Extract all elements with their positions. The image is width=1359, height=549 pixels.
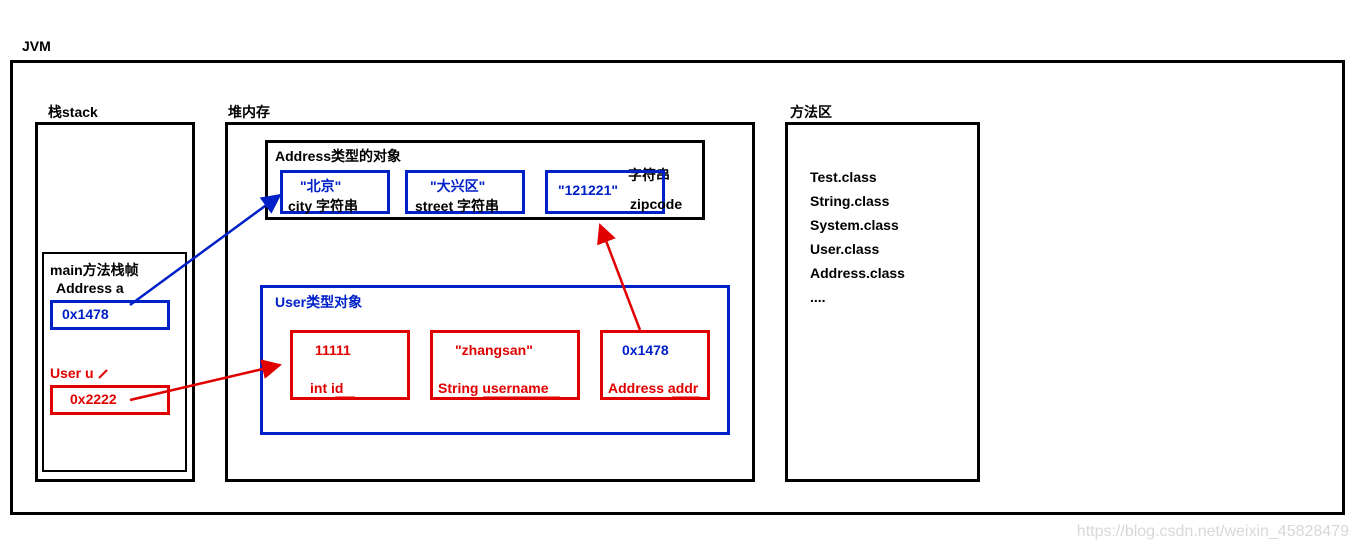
heap-label: 堆内存 xyxy=(228,102,270,122)
var-a-value: 0x1478 xyxy=(62,306,109,322)
user-addr-field: Address addr xyxy=(608,380,698,396)
user-addr-value: 0x1478 xyxy=(622,342,669,358)
stack-label: 栈stack xyxy=(48,102,98,122)
user-name-value: "zhangsan" xyxy=(455,342,533,358)
var-u-value: 0x2222 xyxy=(70,391,117,407)
address-street-value: "大兴区" xyxy=(430,176,485,196)
address-street-field: street 字符串 xyxy=(415,196,499,216)
address-zip-value: "121221" xyxy=(558,182,618,198)
watermark: https://blog.csdn.net/weixin_45828479 xyxy=(1077,523,1349,541)
class-item: Test.class xyxy=(810,165,905,189)
class-item: String.class xyxy=(810,189,905,213)
user-id-box xyxy=(290,330,410,400)
address-obj-title: Address类型的对象 xyxy=(275,146,401,166)
jvm-title: JVM xyxy=(22,38,51,54)
var-a-decl: Address a xyxy=(56,280,124,296)
address-city-value: "北京" xyxy=(300,176,341,196)
stack-frame-label: main方法栈帧 xyxy=(50,260,139,280)
address-city-field: city 字符串 xyxy=(288,196,358,216)
class-item: .... xyxy=(810,285,905,309)
user-id-value: 11111 xyxy=(315,342,351,358)
class-item: User.class xyxy=(810,237,905,261)
var-u-decl: User u xyxy=(50,365,94,381)
user-obj-title: User类型对象 xyxy=(275,292,362,312)
user-name-field: String username xyxy=(438,380,548,396)
class-item: System.class xyxy=(810,213,905,237)
class-list: Test.class String.class System.class Use… xyxy=(810,165,905,309)
user-id-field: int id xyxy=(310,380,343,396)
address-zip-field: zipcode xyxy=(630,196,682,212)
class-item: Address.class xyxy=(810,261,905,285)
method-area-label: 方法区 xyxy=(790,102,832,122)
